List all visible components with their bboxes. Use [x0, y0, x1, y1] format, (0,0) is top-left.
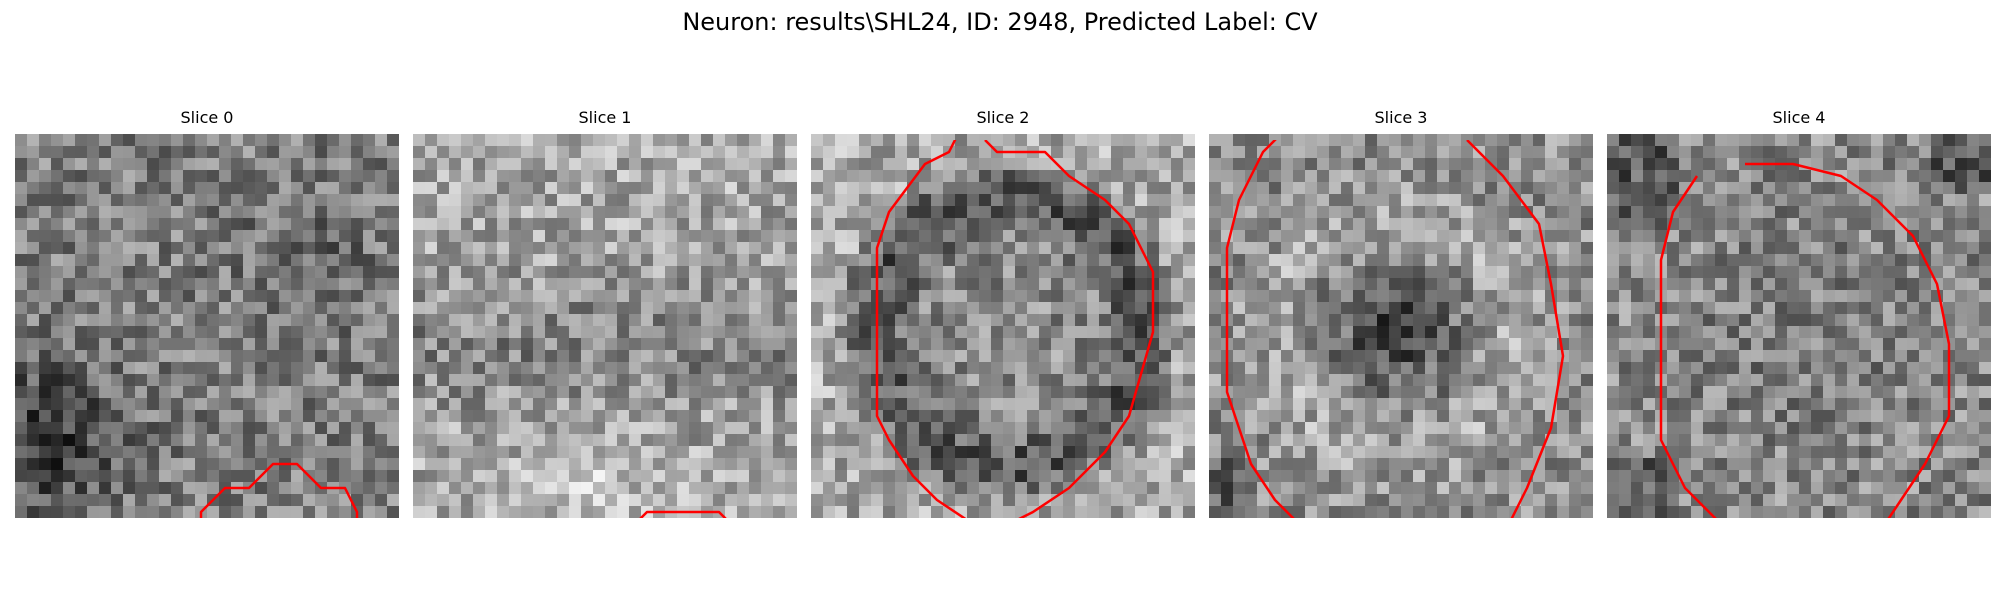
slice-title-0: Slice 0 [180, 108, 234, 127]
neuron-contour-0 [199, 462, 359, 518]
slice-pixels-1 [413, 134, 797, 518]
neuron-contour-4 [1659, 162, 1951, 518]
slice-title-3: Slice 3 [1374, 108, 1428, 127]
slice-image-2 [811, 134, 1195, 518]
slice-image-1 [413, 134, 797, 518]
slice-image-4 [1607, 134, 1991, 518]
slice-title-2: Slice 2 [976, 108, 1030, 127]
slice-image-0 [15, 134, 399, 518]
slice-pixels-2 [811, 134, 1195, 518]
slice-title-1: Slice 1 [578, 108, 632, 127]
slice-pixels-4 [1607, 134, 1991, 518]
slice-title-4: Slice 4 [1772, 108, 1826, 127]
slice-image-3 [1209, 134, 1593, 518]
figure-title: Neuron: results\SHL24, ID: 2948, Predict… [682, 8, 1318, 36]
neuron-contour-2 [875, 140, 1155, 518]
slice-pixels-0 [15, 134, 399, 518]
neuron-contour-3 [1225, 140, 1565, 518]
slice-pixels-3 [1209, 134, 1593, 518]
